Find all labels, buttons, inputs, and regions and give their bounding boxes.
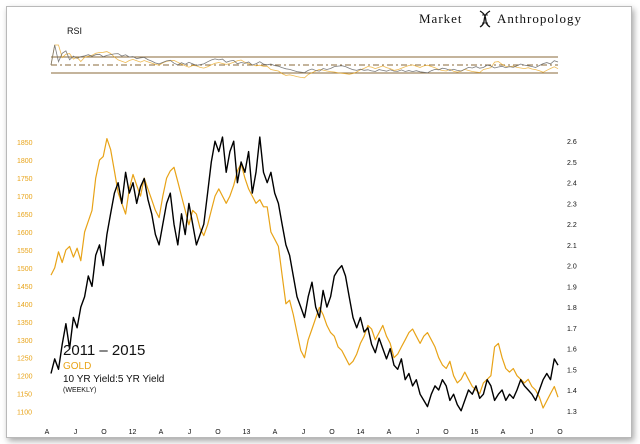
- left-tick-label: 1850: [17, 140, 33, 147]
- left-tick-label: 1400: [17, 302, 33, 309]
- left-tick-label: 1150: [17, 392, 32, 399]
- x-tick-label: A: [387, 429, 392, 436]
- right-tick-label: 1.6: [567, 347, 577, 354]
- x-tick-label: A: [501, 429, 506, 436]
- x-tick-label: J: [416, 429, 420, 436]
- rsi-title: RSI: [67, 26, 82, 36]
- x-tick-label: J: [74, 429, 78, 436]
- right-tick-label: 1.4: [567, 388, 577, 395]
- annotation-weekly-label: (WEEKLY): [63, 387, 96, 394]
- left-tick-label: 1800: [17, 158, 33, 165]
- left-tick-label: 1750: [17, 176, 33, 183]
- left-tick-label: 1700: [17, 194, 33, 201]
- left-tick-label: 1550: [17, 248, 33, 255]
- right-tick-label: 1.8: [567, 305, 577, 312]
- rsi-series: [50, 44, 559, 79]
- rsi-line-yield: [50, 44, 559, 74]
- x-tick-label: O: [443, 429, 449, 436]
- annotation-gold-label: GOLD: [63, 361, 91, 372]
- left-tick-label: 1250: [17, 356, 33, 363]
- left-tick-label: 1600: [17, 230, 33, 237]
- gold-price-line: [50, 138, 559, 409]
- chart-svg: Market Anthropology RSI 1100 1150 1200 1250…: [17, 10, 582, 436]
- right-tick-label: 2.2: [567, 222, 577, 229]
- left-tick-label: 1100: [17, 410, 32, 417]
- x-tick-label: J: [188, 429, 192, 436]
- x-tick-label: 15: [471, 429, 479, 436]
- left-tick-label: 1650: [17, 212, 33, 219]
- x-tick-label: A: [45, 429, 50, 436]
- annotation-yield-label: 10 YR Yield:5 YR Yield: [63, 374, 164, 385]
- yield-ratio-line: [50, 136, 559, 412]
- x-tick-label: O: [101, 429, 107, 436]
- chart-annotation: 2011 – 2015 GOLD 10 YR Yield:5 YR Yield …: [63, 342, 164, 394]
- right-tick-label: 2.5: [567, 160, 577, 167]
- right-tick-label: 2.1: [567, 243, 577, 250]
- rsi-panel: RSI: [50, 26, 559, 79]
- brand-logo: Market Anthropology: [419, 10, 582, 28]
- left-tick-label: 1200: [17, 374, 33, 381]
- x-tick-label: O: [215, 429, 221, 436]
- left-tick-label: 1450: [17, 284, 33, 291]
- right-tick-label: 2.6: [567, 139, 577, 146]
- right-tick-label: 1.3: [567, 409, 577, 416]
- x-tick-label: O: [557, 429, 563, 436]
- right-tick-label: 1.9: [567, 284, 577, 291]
- right-tick-label: 2.4: [567, 181, 577, 188]
- x-tick-label: O: [329, 429, 335, 436]
- main-chart: 1100 1150 1200 1250 1300 1350 1400 1450 1500 1550…: [17, 136, 577, 436]
- x-axis-ticks: A J O 12 A J O 13 A J O 14 A J O 15 A J O: [45, 429, 564, 436]
- main-series: [50, 136, 559, 412]
- left-tick-label: 1350: [17, 320, 33, 327]
- x-tick-label: 12: [129, 429, 137, 436]
- x-tick-label: 13: [243, 429, 251, 436]
- right-tick-label: 1.7: [567, 326, 577, 333]
- left-axis-ticks: 1100 1150 1200 1250 1300 1350 1400 1450 1500 1550…: [17, 140, 33, 416]
- brand-right: Anthropology: [497, 11, 582, 26]
- right-tick-label: 1.5: [567, 367, 577, 374]
- x-tick-label: A: [273, 429, 278, 436]
- right-tick-label: 2.0: [567, 264, 577, 271]
- right-tick-label: 2.3: [567, 201, 577, 208]
- x-tick-label: 14: [357, 429, 365, 436]
- x-tick-label: J: [530, 429, 534, 436]
- x-tick-label: J: [302, 429, 306, 436]
- brand-left: Market: [419, 11, 463, 26]
- dna-helix-icon: [479, 10, 491, 28]
- left-tick-label: 1300: [17, 338, 33, 345]
- rsi-line-gold: [50, 44, 559, 79]
- right-axis-ticks: 1.3 1.4 1.5 1.6 1.7 1.8 1.9 2.0 2.1 2.2 2.3 2.4 2.5 2…: [567, 139, 577, 416]
- left-tick-label: 1500: [17, 266, 33, 273]
- chart-frame: Market Anthropology RSI 1100 1150 1200 1250…: [6, 6, 632, 438]
- x-tick-label: A: [159, 429, 164, 436]
- annotation-years: 2011 – 2015: [63, 342, 145, 359]
